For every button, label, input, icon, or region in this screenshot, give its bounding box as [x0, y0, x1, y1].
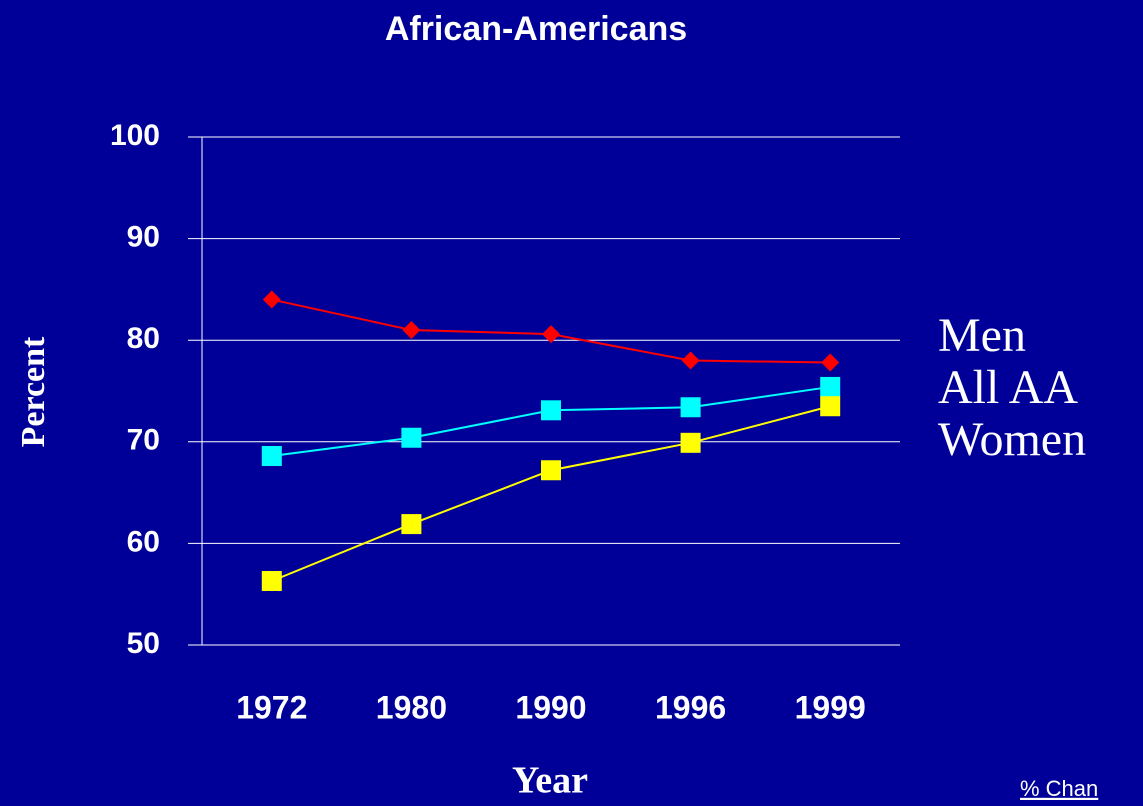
marker: [820, 396, 841, 417]
y-tick-label: 50: [127, 627, 160, 660]
marker: [261, 570, 282, 591]
marker: [401, 514, 422, 535]
x-tick-label: 1980: [376, 689, 447, 725]
y-tick-label: 60: [127, 525, 160, 558]
x-tick-label: 1999: [795, 689, 866, 725]
marker: [541, 460, 561, 481]
marker: [542, 325, 560, 344]
marker: [262, 290, 281, 309]
marker: [261, 446, 282, 467]
y-axis-label: Percent: [15, 336, 52, 447]
y-tick-label: 80: [127, 322, 160, 355]
legend-label: Men: [938, 309, 1026, 362]
x-tick-label: 1972: [236, 689, 307, 725]
annotation: % Chan: [1020, 776, 1098, 801]
marker: [680, 397, 701, 418]
x-axis-label: Year: [512, 760, 588, 802]
marker: [821, 353, 840, 372]
legend-label: Women: [938, 413, 1086, 466]
y-tick-label: 90: [127, 221, 160, 254]
x-tick-label: 1996: [655, 689, 726, 725]
chart-title: African-Americans: [385, 10, 687, 48]
y-tick-label: 100: [110, 119, 160, 152]
marker: [680, 432, 701, 453]
marker: [401, 427, 422, 448]
y-tick-label: 70: [127, 424, 160, 457]
marker: [402, 321, 421, 340]
marker: [541, 400, 561, 421]
legend-label: All AA: [938, 361, 1078, 414]
marker: [820, 376, 841, 397]
marker: [681, 351, 700, 370]
x-tick-label: 1990: [515, 689, 586, 725]
